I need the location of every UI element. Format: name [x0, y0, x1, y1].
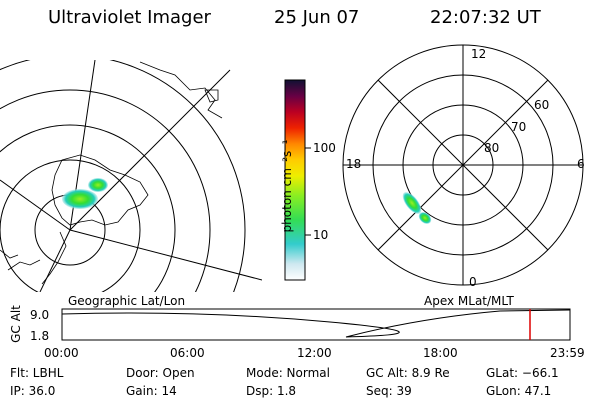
alt-xtick-0000: 00:00	[44, 346, 79, 360]
info-seq: Seq: 39	[366, 384, 412, 398]
colorbar-label: photon cm⁻²s⁻¹	[280, 139, 294, 233]
geo-caption: Geographic Lat/Lon	[68, 294, 186, 308]
altitude-curve	[61, 309, 571, 338]
lat-label-70: 70	[511, 120, 527, 134]
alt-xtick-1200: 12:00	[297, 346, 332, 360]
info-gc-alt: GC Alt: 8.9 Re	[366, 366, 450, 380]
alt-xtick-0600: 06:00	[170, 346, 205, 360]
info-glat: GLat: −66.1	[486, 366, 559, 380]
lat-label-60: 60	[534, 98, 550, 112]
app-title: Ultraviolet Imager	[48, 7, 211, 28]
mlt-label-0: 0	[469, 275, 477, 289]
colorbar-tick-10: 10	[313, 228, 329, 242]
alt-ytick-9: 9.0	[30, 308, 50, 322]
info-mode: Mode: Normal	[246, 366, 330, 380]
polar-aurora	[402, 192, 432, 224]
mlt-label-6: 6	[577, 157, 585, 171]
polar-plot	[342, 44, 584, 286]
info-dsp: Dsp: 1.8	[246, 384, 297, 398]
info-glon: GLon: 47.1	[486, 384, 552, 398]
alt-xtick-2359: 23:59	[550, 346, 585, 360]
apex-caption: Apex MLat/MLT	[424, 294, 514, 308]
info-gain: Gain: 14	[126, 384, 177, 398]
geographic-map	[0, 60, 262, 292]
info-ip: IP: 36.0	[10, 384, 56, 398]
info-door: Door: Open	[126, 366, 195, 380]
alt-ytick-1.8: 1.8	[30, 329, 50, 343]
colorbar	[284, 79, 306, 281]
geo-aurora	[62, 178, 108, 209]
alt-xtick-1800: 18:00	[423, 346, 458, 360]
colorbar-tick-100: 100	[313, 141, 336, 155]
alt-ylabel: GC Alt	[9, 305, 23, 343]
info-flt: Flt: LBHL	[10, 366, 64, 380]
altitude-plot-frame	[61, 308, 571, 341]
mlt-label-18: 18	[346, 157, 362, 171]
lat-label-80: 80	[484, 141, 500, 155]
mlt-label-12: 12	[471, 47, 487, 61]
time-label: 22:07:32 UT	[430, 7, 541, 28]
date-label: 25 Jun 07	[274, 7, 360, 28]
